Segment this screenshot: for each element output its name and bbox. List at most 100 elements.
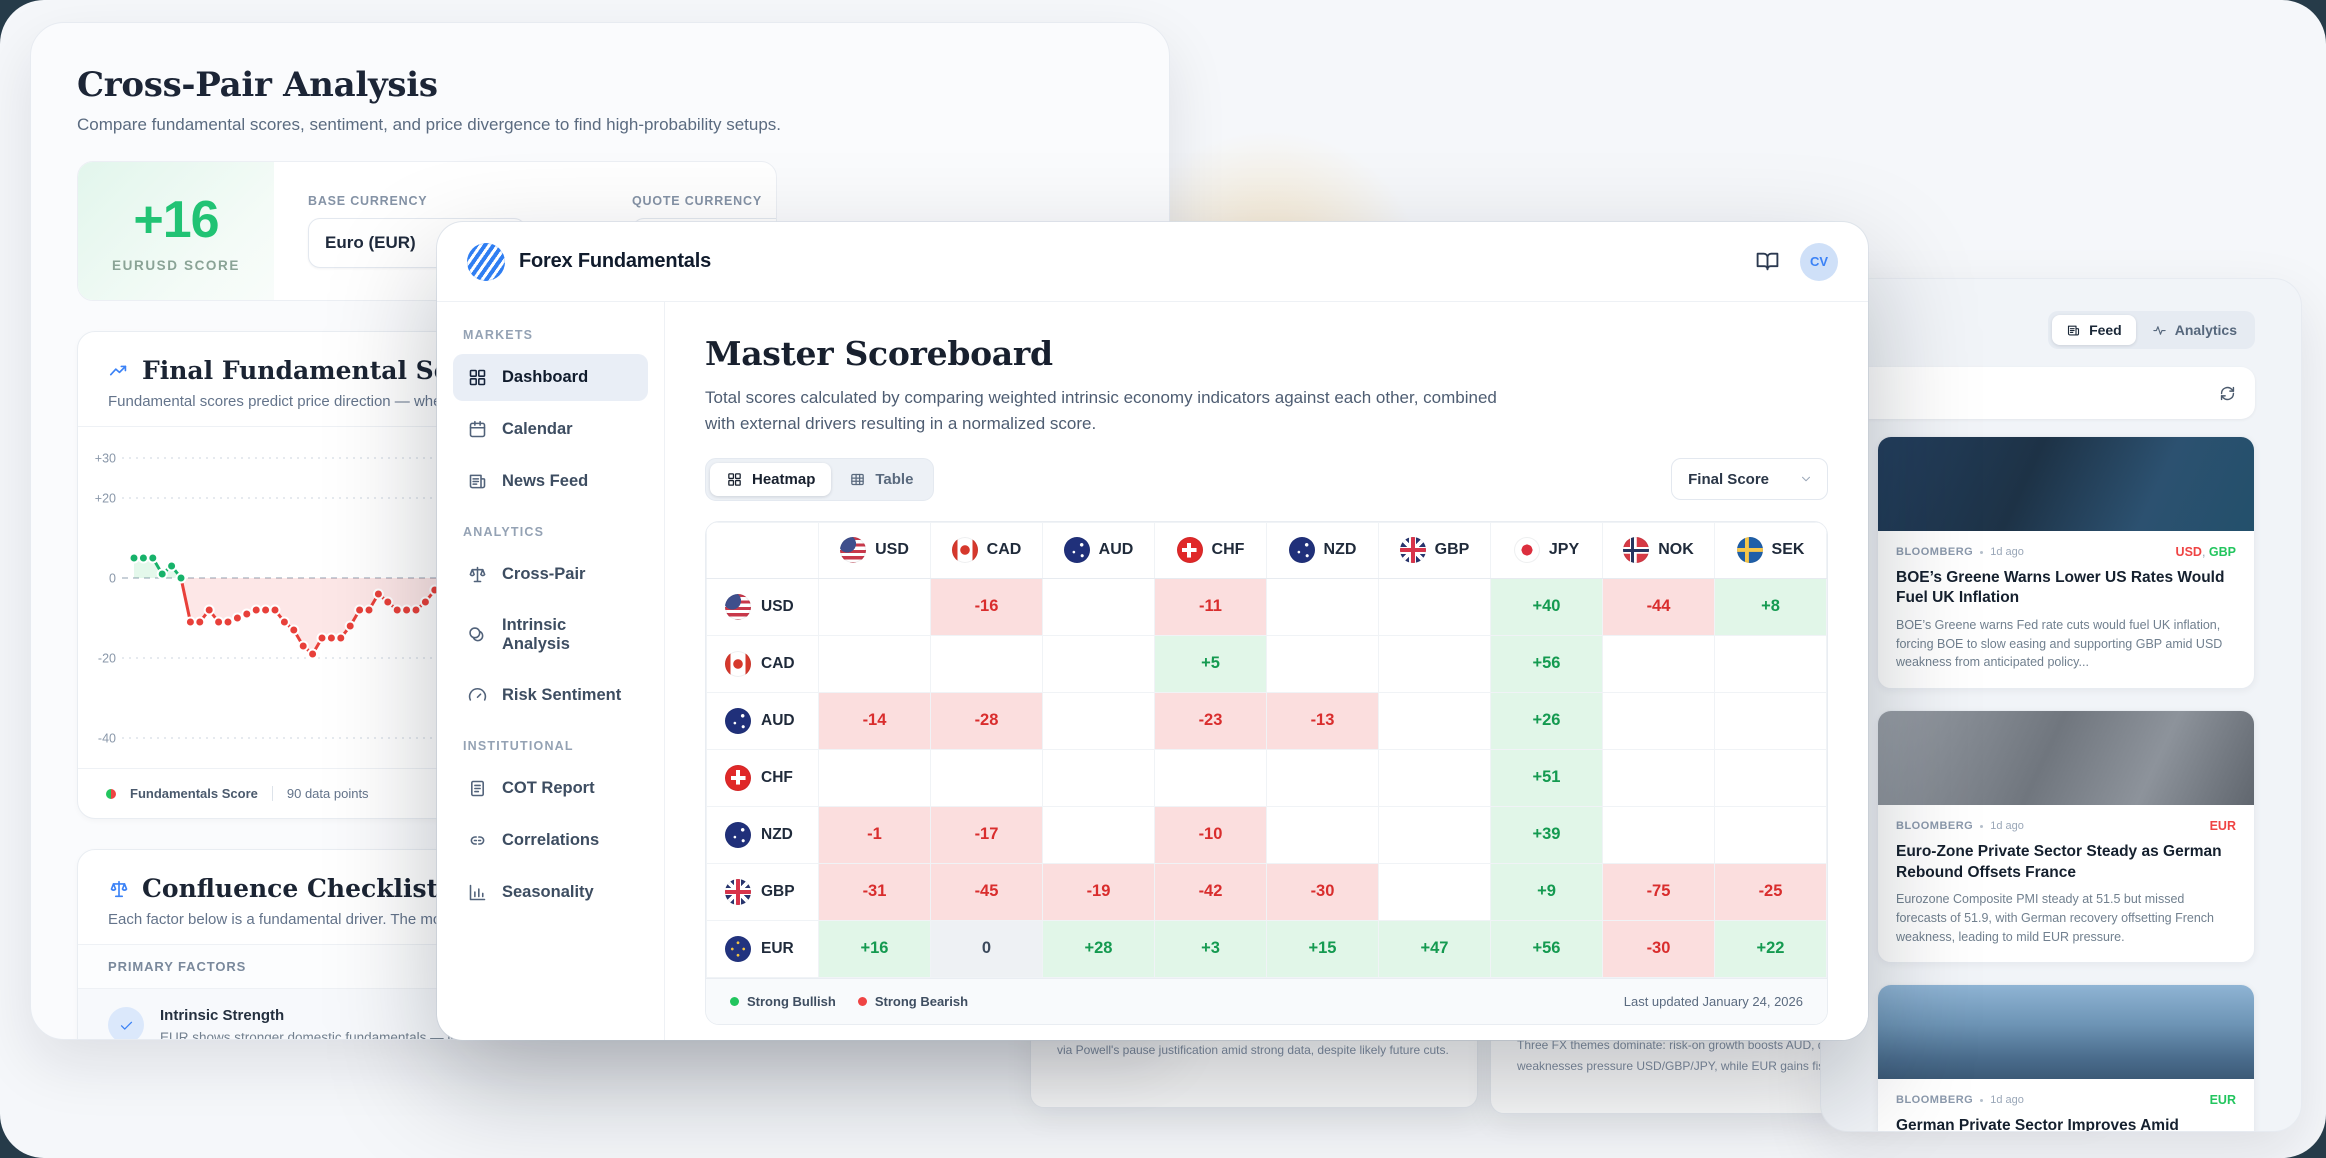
cell-USD-CAD[interactable]: -16 bbox=[930, 577, 1043, 636]
cell-EUR-USD[interactable]: +16 bbox=[818, 919, 931, 978]
cell-CAD-JPY[interactable]: +56 bbox=[1490, 634, 1603, 693]
cell-AUD-NZD[interactable]: -13 bbox=[1266, 691, 1379, 750]
cell-AUD-AUD[interactable] bbox=[1042, 691, 1155, 750]
docs-button[interactable] bbox=[1755, 249, 1780, 274]
cell-CHF-CHF[interactable] bbox=[1154, 748, 1267, 807]
cell-CHF-SEK[interactable] bbox=[1714, 748, 1827, 807]
cell-CAD-AUD[interactable] bbox=[1042, 634, 1155, 693]
cell-USD-SEK[interactable]: +8 bbox=[1714, 577, 1827, 636]
column-header-USD[interactable]: USD bbox=[818, 521, 931, 579]
cell-CHF-GBP[interactable] bbox=[1378, 748, 1491, 807]
cell-AUD-USD[interactable]: -14 bbox=[818, 691, 931, 750]
sidebar-item-calendar[interactable]: Calendar bbox=[453, 406, 648, 453]
cell-GBP-GBP[interactable] bbox=[1378, 862, 1491, 921]
column-header-CHF[interactable]: CHF bbox=[1154, 521, 1267, 579]
column-header-JPY[interactable]: JPY bbox=[1490, 521, 1603, 579]
news-article[interactable]: BLOOMBERG 1d ago EUR German Private Sector … bbox=[1877, 984, 2255, 1131]
metric-select[interactable]: Final Score bbox=[1671, 458, 1828, 501]
cell-AUD-CHF[interactable]: -23 bbox=[1154, 691, 1267, 750]
column-header-AUD[interactable]: AUD bbox=[1042, 521, 1155, 579]
cell-GBP-AUD[interactable]: -19 bbox=[1042, 862, 1155, 921]
tab-analytics[interactable]: Analytics bbox=[2138, 315, 2251, 345]
cell-GBP-CAD[interactable]: -45 bbox=[930, 862, 1043, 921]
row-header-EUR[interactable]: EUR bbox=[706, 919, 819, 978]
row-header-CAD[interactable]: CAD bbox=[706, 634, 819, 693]
cell-CHF-USD[interactable] bbox=[818, 748, 931, 807]
cell-NZD-JPY[interactable]: +39 bbox=[1490, 805, 1603, 864]
cell-NZD-USD[interactable]: -1 bbox=[818, 805, 931, 864]
cell-USD-NOK[interactable]: -44 bbox=[1602, 577, 1715, 636]
cell-CHF-NZD[interactable] bbox=[1266, 748, 1379, 807]
column-header-NOK[interactable]: NOK bbox=[1602, 521, 1715, 579]
cell-NZD-NOK[interactable] bbox=[1602, 805, 1715, 864]
column-header-SEK[interactable]: SEK bbox=[1714, 521, 1827, 579]
sidebar-item-dashboard[interactable]: Dashboard bbox=[453, 354, 648, 401]
flag-NZD-icon bbox=[1288, 537, 1315, 564]
row-header-GBP[interactable]: GBP bbox=[706, 862, 819, 921]
cell-CHF-CAD[interactable] bbox=[930, 748, 1043, 807]
cell-NZD-AUD[interactable] bbox=[1042, 805, 1155, 864]
cell-USD-GBP[interactable] bbox=[1378, 577, 1491, 636]
cell-AUD-SEK[interactable] bbox=[1714, 691, 1827, 750]
cell-GBP-NOK[interactable]: -75 bbox=[1602, 862, 1715, 921]
cell-AUD-JPY[interactable]: +26 bbox=[1490, 691, 1603, 750]
cell-EUR-JPY[interactable]: +56 bbox=[1490, 919, 1603, 978]
cell-CAD-NZD[interactable] bbox=[1266, 634, 1379, 693]
cell-EUR-AUD[interactable]: +28 bbox=[1042, 919, 1155, 978]
cell-NZD-CAD[interactable]: -17 bbox=[930, 805, 1043, 864]
cell-GBP-CHF[interactable]: -42 bbox=[1154, 862, 1267, 921]
cell-NZD-NZD[interactable] bbox=[1266, 805, 1379, 864]
row-header-AUD[interactable]: AUD bbox=[706, 691, 819, 750]
sidebar-item-news-feed[interactable]: News Feed bbox=[453, 458, 648, 505]
cell-GBP-NZD[interactable]: -30 bbox=[1266, 862, 1379, 921]
cell-CAD-CHF[interactable]: +5 bbox=[1154, 634, 1267, 693]
cell-AUD-GBP[interactable] bbox=[1378, 691, 1491, 750]
cell-EUR-CAD[interactable]: 0 bbox=[930, 919, 1043, 978]
column-header-GBP[interactable]: GBP bbox=[1378, 521, 1491, 579]
news-article[interactable]: BLOOMBERG 1d ago USD, GBP BOE’s Greene Warn… bbox=[1877, 436, 2255, 690]
row-header-CHF[interactable]: CHF bbox=[706, 748, 819, 807]
cell-CHF-AUD[interactable] bbox=[1042, 748, 1155, 807]
cell-EUR-SEK[interactable]: +22 bbox=[1714, 919, 1827, 978]
cell-EUR-NZD[interactable]: +15 bbox=[1266, 919, 1379, 978]
cell-CAD-CAD[interactable] bbox=[930, 634, 1043, 693]
cell-EUR-GBP[interactable]: +47 bbox=[1378, 919, 1491, 978]
view-mode-table[interactable]: Table bbox=[833, 463, 929, 496]
cell-USD-JPY[interactable]: +40 bbox=[1490, 577, 1603, 636]
cell-NZD-GBP[interactable] bbox=[1378, 805, 1491, 864]
cell-USD-AUD[interactable] bbox=[1042, 577, 1155, 636]
view-mode-heatmap[interactable]: Heatmap bbox=[710, 462, 832, 496]
sidebar-item-risk-sentiment[interactable]: Risk Sentiment bbox=[453, 672, 648, 719]
cell-CHF-NOK[interactable] bbox=[1602, 748, 1715, 807]
cell-GBP-JPY[interactable]: +9 bbox=[1490, 862, 1603, 921]
sidebar-item-cross-pair[interactable]: Cross-Pair bbox=[453, 551, 648, 598]
row-header-NZD[interactable]: NZD bbox=[706, 805, 819, 864]
cell-CAD-SEK[interactable] bbox=[1714, 634, 1827, 693]
cell-GBP-USD[interactable]: -31 bbox=[818, 862, 931, 921]
sidebar-item-intrinsic-analysis[interactable]: Intrinsic Analysis bbox=[453, 603, 648, 667]
cell-GBP-SEK[interactable]: -25 bbox=[1714, 862, 1827, 921]
tab-feed[interactable]: Feed bbox=[2052, 315, 2136, 345]
cell-AUD-NOK[interactable] bbox=[1602, 691, 1715, 750]
cell-USD-CHF[interactable]: -11 bbox=[1154, 577, 1267, 636]
avatar[interactable]: CV bbox=[1800, 242, 1838, 281]
cell-AUD-CAD[interactable]: -28 bbox=[930, 691, 1043, 750]
cell-CAD-GBP[interactable] bbox=[1378, 634, 1491, 693]
sidebar-item-seasonality[interactable]: Seasonality bbox=[453, 869, 648, 916]
cell-CAD-NOK[interactable] bbox=[1602, 634, 1715, 693]
row-header-USD[interactable]: USD bbox=[706, 577, 819, 636]
sidebar-item-correlations[interactable]: Correlations bbox=[453, 817, 648, 864]
cell-USD-USD[interactable] bbox=[818, 577, 931, 636]
sidebar-item-cot-report[interactable]: COT Report bbox=[453, 765, 648, 812]
cell-NZD-CHF[interactable]: -10 bbox=[1154, 805, 1267, 864]
cell-NZD-SEK[interactable] bbox=[1714, 805, 1827, 864]
column-header-CAD[interactable]: CAD bbox=[930, 521, 1043, 579]
refresh-button[interactable] bbox=[2218, 384, 2237, 403]
cell-EUR-CHF[interactable]: +3 bbox=[1154, 919, 1267, 978]
cell-USD-NZD[interactable] bbox=[1266, 577, 1379, 636]
news-article[interactable]: BLOOMBERG 1d ago EUR Euro-Zone Private Sect… bbox=[1877, 710, 2255, 964]
cell-EUR-NOK[interactable]: -30 bbox=[1602, 919, 1715, 978]
cell-CAD-USD[interactable] bbox=[818, 634, 931, 693]
cell-CHF-JPY[interactable]: +51 bbox=[1490, 748, 1603, 807]
column-header-NZD[interactable]: NZD bbox=[1266, 521, 1379, 579]
